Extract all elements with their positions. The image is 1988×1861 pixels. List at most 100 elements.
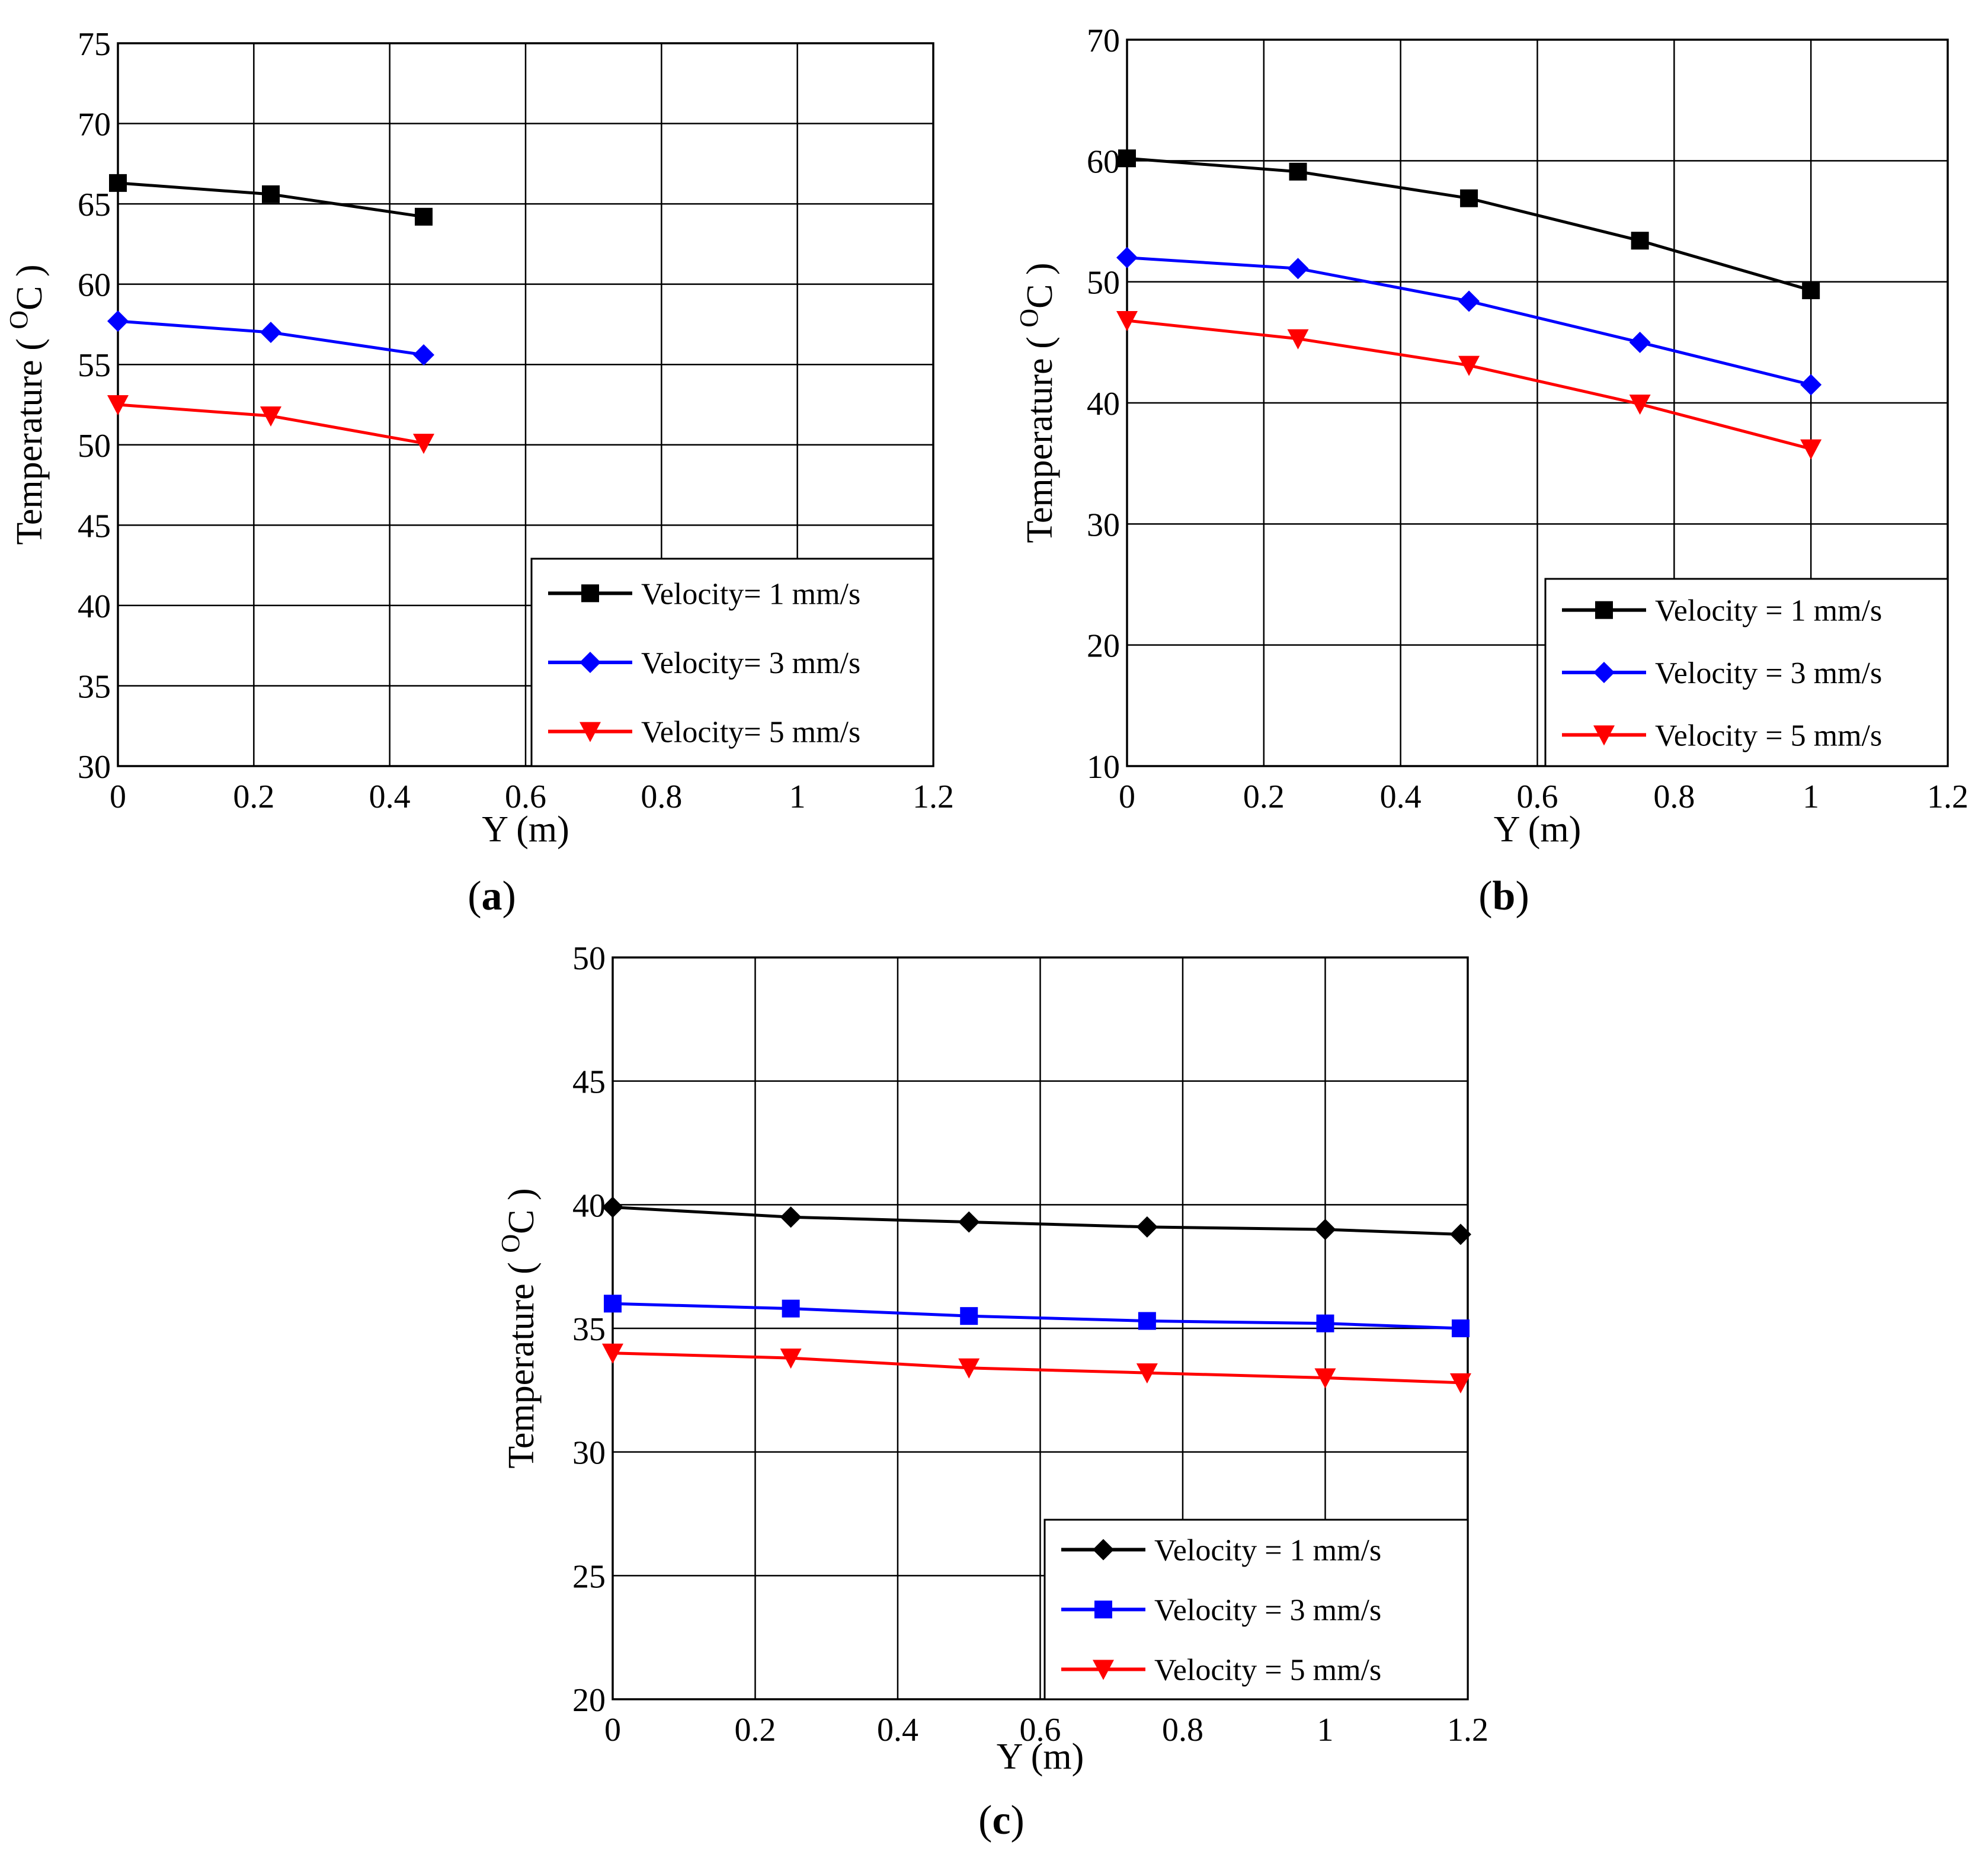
panel-label: (c) (978, 1798, 1025, 1843)
y-tick-label: 50 (78, 428, 111, 465)
data-point (958, 1358, 980, 1379)
panel-label-open: ( (468, 873, 481, 919)
axes-frame (1126, 39, 1949, 767)
y-axis-unit: C (501, 1200, 542, 1234)
panel-label-letter: b (1493, 873, 1516, 919)
data-point (780, 1206, 802, 1228)
y-axis-unit: C (9, 277, 50, 310)
data-point (780, 1348, 802, 1369)
y-axis-label: Temperature ( OC ) (496, 1188, 542, 1468)
y-tick-label: 20 (1087, 628, 1120, 665)
data-point (1287, 329, 1309, 350)
chart-panel-b: 0 0.2 0.4 0.6 0.8 1 1.2 10 20 30 40 50 60 70 Y (m) Temp… (1014, 23, 1968, 919)
data-point (602, 1196, 623, 1218)
legend-swatch-marker (1593, 662, 1615, 683)
data-point (958, 1211, 980, 1233)
y-axis-label: Temperature ( OC ) (1014, 262, 1060, 543)
data-point (1289, 162, 1307, 181)
data-point (1458, 290, 1480, 312)
x-tick-label: 1.2 (1927, 779, 1968, 815)
degree-symbol: O (4, 310, 33, 329)
series-1 (602, 1196, 1471, 1245)
x-axis-label: Y (m) (1494, 809, 1582, 850)
y-tick-label: 20 (572, 1682, 606, 1719)
legend: Velocity = 1 mm/s Velocity = 3 mm/s Veloci… (1544, 578, 1949, 767)
data-point (1116, 246, 1138, 268)
data-point (1118, 149, 1136, 168)
x-tick-label: 1.2 (1447, 1712, 1488, 1748)
x-tick-label: 1 (789, 779, 806, 815)
tick-labels: 0 0.2 0.4 0.6 0.8 1 1.2 10 20 30 40 50 60 70 (1087, 23, 1968, 815)
y-tick-label: 35 (78, 668, 111, 705)
legend-entry-label: Velocity = 1 mm/s (1154, 1534, 1381, 1568)
x-tick-label: 0 (1119, 779, 1135, 815)
series-line (612, 1206, 1461, 1236)
data-point (1316, 1314, 1334, 1333)
legend-swatch-marker (1093, 1660, 1114, 1680)
y-tick-label: 50 (572, 940, 606, 977)
data-point (1116, 311, 1138, 332)
data-point (1800, 374, 1822, 396)
data-point (1458, 355, 1480, 376)
legend-swatch-marker (580, 722, 601, 742)
series-1 (109, 174, 433, 226)
x-tick-label: 0.8 (641, 779, 682, 815)
y-tick-label: 35 (572, 1311, 606, 1348)
x-tick-label: 0.2 (1243, 779, 1285, 815)
panel-label-close: ) (502, 873, 516, 919)
y-tick-label: 75 (78, 26, 111, 63)
x-tick-label: 0.2 (233, 779, 274, 815)
x-tick-label: 1 (1803, 779, 1819, 815)
chart-panels: 0 0.2 0.4 0.6 0.8 1 1.2 30 35 40 45 50 55 60 65 70 75 Y (… (4, 23, 1968, 1843)
data-point (1138, 1312, 1156, 1330)
panel-label: (a) (468, 873, 516, 919)
panel-label-letter: a (482, 873, 502, 919)
x-tick-label: 0 (604, 1712, 621, 1748)
chart-panel-c: 0 0.2 0.4 0.6 0.8 1 1.2 20 25 30 35 40 45 50 Y (m) Temp… (496, 940, 1488, 1843)
y-axis-label-close: ) (501, 1188, 542, 1200)
panel-label-close: ) (1515, 873, 1529, 919)
data-point (1449, 1373, 1471, 1394)
data-point (1802, 281, 1820, 299)
legend-entry-label: Velocity = 1 mm/s (1655, 594, 1882, 628)
legend: Velocity= 1 mm/s Velocity= 3 mm/s Velocity… (530, 558, 934, 767)
legend-entry-label: Velocity= 5 mm/s (641, 716, 860, 749)
y-tick-label: 40 (78, 588, 111, 625)
series-3 (1116, 311, 1822, 460)
data-point (1629, 331, 1651, 353)
legend-entry-label: Velocity= 3 mm/s (641, 646, 860, 680)
y-tick-label: 65 (78, 187, 111, 223)
y-tick-label: 70 (1087, 23, 1120, 59)
legend-entry-label: Velocity = 5 mm/s (1655, 719, 1882, 752)
y-tick-label: 60 (1087, 143, 1120, 180)
x-tick-label: 1.2 (913, 779, 954, 815)
series-line (612, 1351, 1461, 1385)
data-point (1314, 1219, 1336, 1241)
tick-labels: 0 0.2 0.4 0.6 0.8 1 1.2 30 35 40 45 50 55 60 65 70 75 (78, 26, 954, 815)
degree-symbol: O (1014, 309, 1043, 328)
degree-symbol: O (496, 1234, 525, 1253)
x-tick-label: 0.8 (1653, 779, 1695, 815)
y-tick-label: 25 (572, 1558, 606, 1595)
x-tick-label: 1 (1317, 1712, 1334, 1748)
y-axis-label-close: ) (1020, 262, 1060, 275)
legend-swatch-marker (1595, 601, 1613, 619)
series-2 (107, 310, 434, 366)
panel-label-letter: c (992, 1798, 1010, 1843)
legend-entry-label: Velocity= 1 mm/s (641, 577, 860, 611)
series-line (612, 1302, 1461, 1330)
x-tick-label: 0.2 (735, 1712, 776, 1748)
x-tick-label: 0.4 (369, 779, 411, 815)
legend: Velocity = 1 mm/s Velocity = 3 mm/s Veloci… (1043, 1519, 1469, 1700)
data-point (602, 1343, 623, 1364)
data-point (604, 1295, 622, 1313)
legend-entry-label: Velocity = 5 mm/s (1154, 1654, 1381, 1687)
data-point (1287, 258, 1309, 280)
data-point (1136, 1363, 1158, 1384)
x-tick-label: 0.6 (1517, 779, 1558, 815)
series-1 (1118, 149, 1820, 299)
y-axis-label-text: Temperature ( (9, 329, 50, 545)
x-axis-label: Y (m) (997, 1737, 1084, 1777)
data-point (1631, 232, 1649, 250)
data-point (1136, 1216, 1158, 1238)
